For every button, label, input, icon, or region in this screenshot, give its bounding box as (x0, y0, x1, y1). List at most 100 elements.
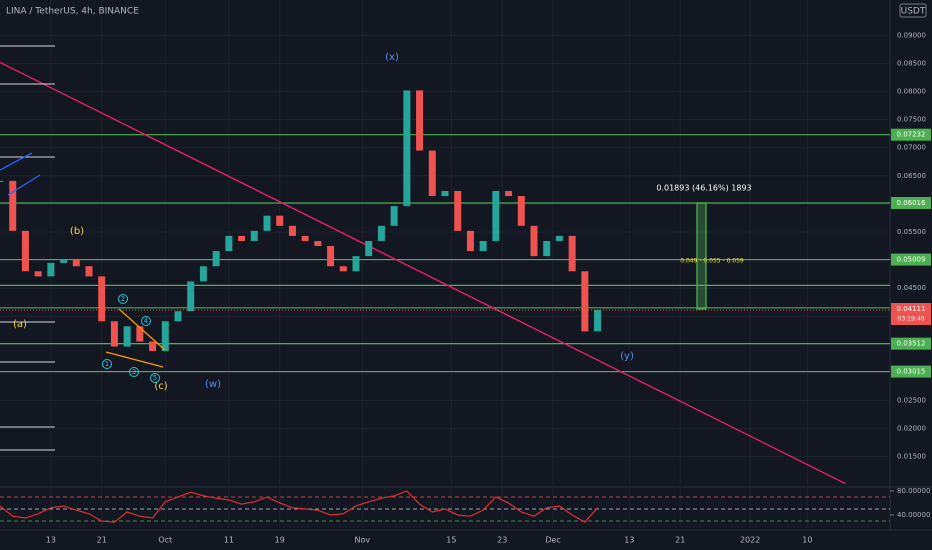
level-tag (891, 365, 931, 378)
candle (34, 271, 42, 277)
candle (174, 311, 182, 322)
candle (479, 240, 487, 252)
y-tick-label: 0.08000 (897, 88, 926, 96)
candle (149, 341, 157, 352)
x-tick-label: 23 (497, 536, 507, 545)
candle (466, 230, 474, 252)
candle (0, 180, 4, 182)
candle (505, 190, 513, 197)
level-label: 0.05009 (897, 256, 926, 264)
x-tick-label: 21 (675, 536, 685, 545)
wave-count: 4 (144, 317, 149, 325)
candle (47, 262, 55, 277)
plot-layer (0, 0, 890, 528)
last-price-tag (891, 303, 931, 326)
y-tick-label: 0.02000 (897, 425, 926, 433)
candle (581, 271, 589, 332)
x-tick-label: 2022 (740, 536, 760, 545)
candle (276, 215, 284, 226)
candle (72, 258, 80, 267)
candle (390, 206, 398, 226)
candle (98, 276, 106, 322)
measure-box (696, 202, 707, 310)
chart-title: LINA / TetherUS, 4h, BINANCE (6, 7, 139, 17)
wave-counts: 1 2 3 4 5 (102, 294, 160, 383)
candle (454, 190, 462, 231)
x-tick-label: 13 (46, 536, 56, 545)
candle (301, 235, 309, 241)
left-guides (0, 45, 55, 451)
candle (441, 190, 449, 197)
wave-label: (a) (13, 319, 27, 330)
wave-circle (150, 373, 160, 383)
candle (555, 235, 563, 241)
x-tick-label: Nov (355, 536, 371, 545)
wave-circle (118, 294, 128, 304)
level-tag (891, 128, 931, 141)
candle (21, 230, 29, 272)
target-label: 0.049 - 0.055 - 0.059 (680, 258, 744, 265)
candle (110, 321, 118, 347)
candle (594, 310, 602, 332)
triangle-line (118, 308, 166, 351)
candle (9, 180, 17, 231)
level-tag (891, 253, 931, 266)
level-tag (891, 337, 931, 350)
channel-line (0, 152, 33, 171)
wave-count: 5 (153, 374, 157, 382)
x-tick-label: Dec (545, 536, 560, 545)
candle (428, 150, 436, 197)
candle (377, 225, 385, 241)
candle (187, 281, 195, 312)
wave-circle (102, 359, 112, 369)
y-tick-label: 0.07000 (897, 144, 926, 152)
candle (238, 235, 246, 241)
wave-label: (c) (154, 381, 167, 392)
candle (492, 190, 500, 241)
wave-label: (w) (205, 379, 221, 390)
trendline (0, 61, 846, 485)
candle (85, 266, 93, 277)
level-tag (891, 197, 931, 210)
candle (339, 266, 347, 272)
x-tick-label: 19 (275, 536, 285, 545)
level-label: 0.03015 (897, 368, 926, 376)
candle (136, 326, 144, 342)
candle (314, 240, 322, 247)
wave-drawings (0, 152, 707, 368)
y-tick-label: 0.08500 (897, 59, 926, 67)
countdown: 03:19:40 (898, 316, 925, 323)
candle (123, 326, 131, 347)
currency-box (899, 3, 927, 18)
candle (225, 235, 233, 252)
y-tick-label: 0.02500 (897, 396, 926, 404)
candle (543, 240, 551, 257)
y-tick-label: 0.06500 (897, 172, 926, 180)
x-tick-label: 11 (224, 536, 234, 545)
y-tick-label: 0.09000 (897, 31, 926, 39)
rsi-line (0, 490, 599, 523)
currency: USDT (901, 7, 926, 17)
y-tick-label: 0.07500 (897, 116, 926, 124)
level-label: 0.06016 (897, 199, 926, 207)
candle (403, 90, 411, 207)
level-label: 0.07232 (897, 131, 926, 139)
wave-circle (129, 367, 139, 377)
candle (263, 215, 271, 231)
measure-label: 0.01893 (46.16%) 1893 (656, 184, 751, 193)
candle (212, 251, 220, 267)
x-tick-label: 21 (97, 536, 107, 545)
wave-circle (141, 316, 151, 326)
wave-count: 2 (121, 295, 125, 303)
rsi-tick-label: 80.00000 (897, 487, 930, 495)
x-tick-label: 15 (446, 536, 456, 545)
candle (517, 196, 525, 226)
candle (568, 235, 576, 272)
candle (365, 240, 373, 257)
y-tick-label: 0.01500 (897, 453, 926, 461)
y-tick-label: 0.05500 (897, 228, 926, 236)
wave-label: (x) (385, 52, 399, 63)
candle (530, 225, 538, 257)
